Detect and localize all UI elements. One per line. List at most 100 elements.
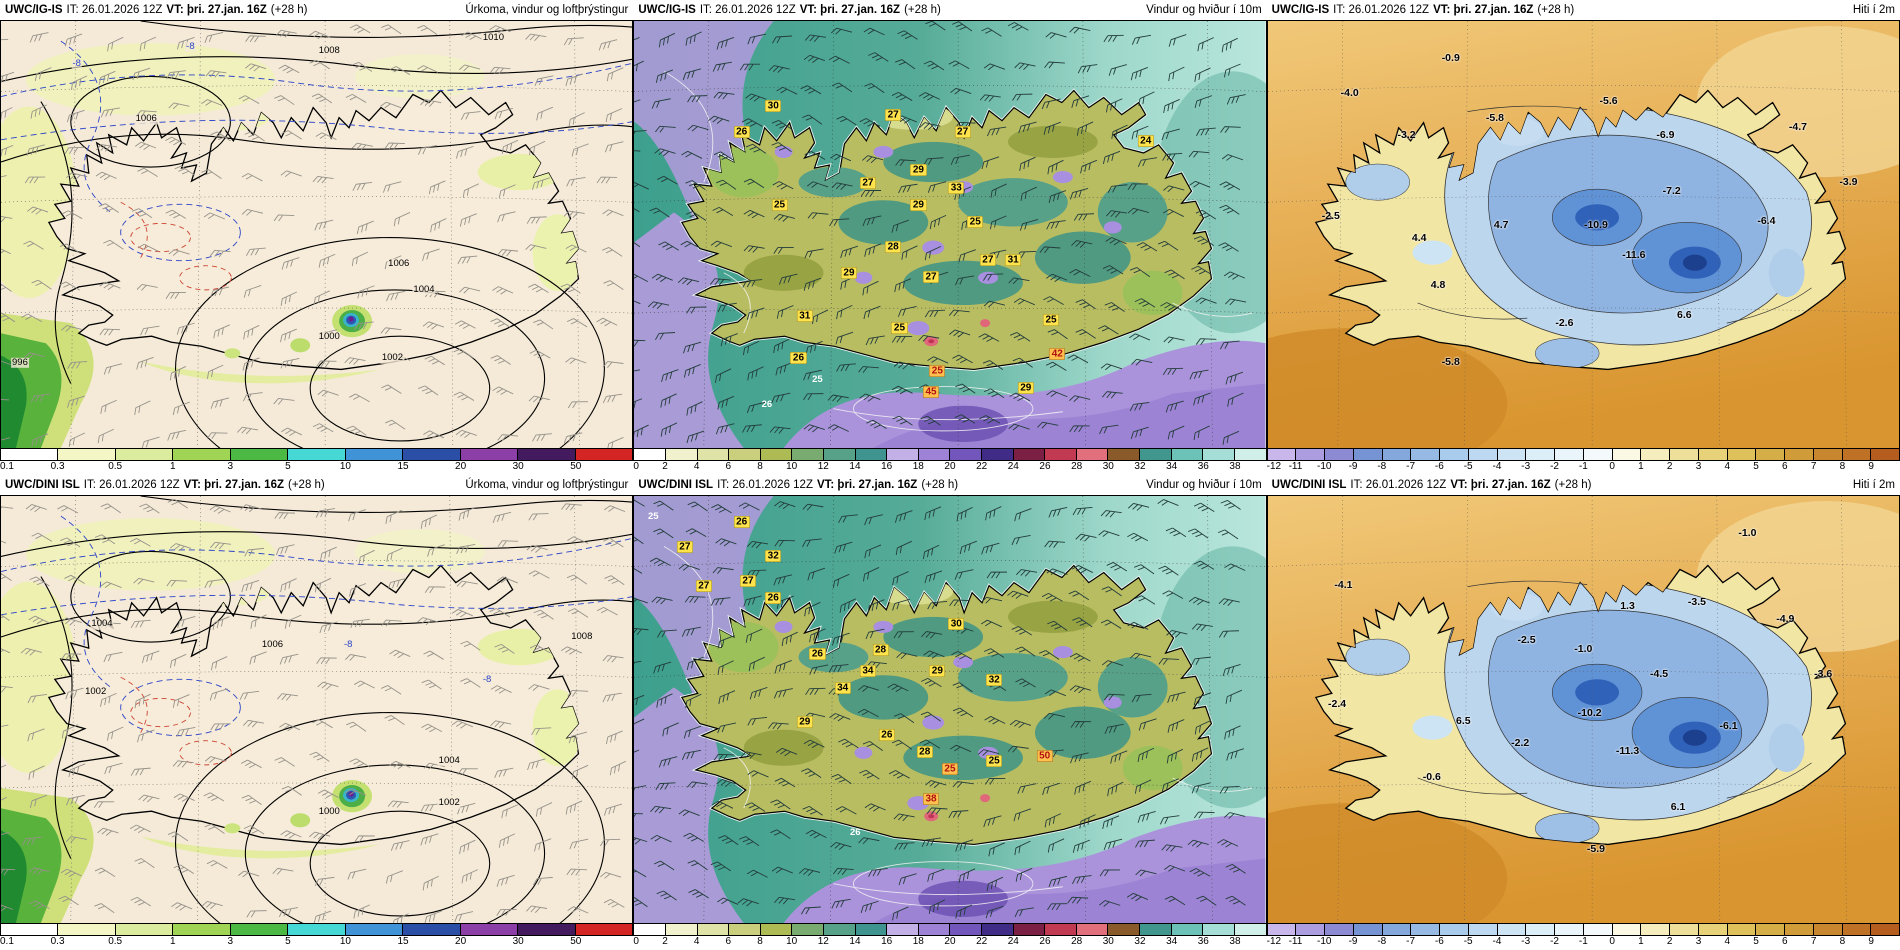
graticule (1, 21, 633, 448)
colorbar-tick: 5 (285, 936, 291, 947)
precip-maximum-spot (224, 779, 373, 834)
colorbar-ticks: 0 2 4 6 8 10 12 14 16 18 20 22 24 26 28 30 32 34 36 38 (633, 461, 1266, 474)
colorbar-segment (1, 924, 59, 935)
colorbar-segment (1468, 924, 1498, 935)
colorbar-segment (665, 449, 698, 460)
colorbar-segment (1670, 924, 1699, 935)
weather-map: 1004 1002 1006 -8 1008 -8 1004 1002 1000 (0, 495, 634, 923)
colorbar-segment (1670, 449, 1699, 460)
colorbar-tick: 7 (1810, 461, 1817, 472)
colorbar-gradient (1266, 923, 1900, 936)
colorbar-tick: 12 (817, 461, 829, 472)
colorbar-tick: -1 (1578, 461, 1588, 472)
colorbar-segment (1411, 449, 1441, 460)
colorbar-segment (729, 924, 761, 935)
temperature-map (1267, 21, 1899, 448)
colorbar-tick: 8 (1839, 936, 1846, 947)
colorbar-tick: -4 (1492, 936, 1502, 947)
colorbar-segment (1045, 924, 1077, 935)
colorbar-tick: 2 (1666, 936, 1673, 947)
colorbar-segment (1325, 449, 1354, 460)
colorbar-tick: -5 (1463, 936, 1473, 947)
colorbar-segment (1641, 449, 1671, 460)
colorbar-tick: 7 (1810, 936, 1817, 947)
colorbar-segment (1440, 449, 1469, 460)
panel-header: UWC/IG-IS IT: 26.01.2026 12Z VT: þri. 27.j… (1266, 0, 1900, 20)
colorbar: 0 2 4 6 8 10 12 14 16 18 20 22 24 26 28 30 32 34 36 38 (633, 448, 1267, 475)
colorbar-segment (1813, 449, 1843, 460)
graticule (1267, 496, 1899, 923)
colorbar-tick: 1 (169, 461, 176, 472)
colorbar-segment (460, 449, 519, 460)
colorbar-tick: 28 (1071, 936, 1083, 947)
precipitation-map (1, 21, 633, 448)
colorbar-segment (918, 924, 951, 935)
valid-time: VT: þri. 27.jan. 16Z (816, 479, 918, 491)
colorbar-tick: 0.5 (108, 461, 123, 472)
land-wind-patches (709, 578, 1183, 822)
init-time: IT: 26.01.2026 12Z (699, 4, 796, 16)
colorbar-tick: 36 (1197, 936, 1209, 947)
colorbar-segment (1140, 924, 1172, 935)
colorbar-segment (1756, 924, 1786, 935)
panel-title: Úrkoma, vindur og loftþrýstingur (465, 479, 629, 491)
colorbar-segment (230, 924, 289, 935)
colorbar-segment (1353, 449, 1383, 460)
colorbar-tick: 34 (1166, 461, 1178, 472)
colorbar-tick: -3 (1521, 936, 1531, 947)
colorbar-tick: 9 (1868, 461, 1874, 472)
colorbar-tick: -3 (1521, 461, 1531, 472)
colorbar-gradient (1266, 448, 1900, 461)
temp-contours (1417, 105, 1812, 324)
colorbar-segment (1013, 449, 1046, 460)
colorbar-segment (1382, 449, 1412, 460)
colorbar-segment (1171, 449, 1204, 460)
lead-time: (+28 h) (270, 4, 308, 16)
weather-map: -1.0 -4.1 1.3 -3.5 -4.9 -2.5 -1.0 -4.5 -3.6 -2.4 6… (1266, 495, 1900, 923)
panel-title: Hiti í 2m (1852, 4, 1895, 16)
colorbar-tick: 24 (1007, 936, 1019, 947)
temp-contours (1417, 580, 1812, 799)
weather-map: 30 26 27 27 24 29 33 27 25 29 25 28 27 31 29 27 31 25 25 26… (633, 20, 1267, 448)
colorbar-segment (1296, 449, 1326, 460)
colorbar-segment (1267, 449, 1297, 460)
valid-time: VT: þri. 27.jan. 16Z (183, 479, 284, 491)
colorbar-segment (288, 449, 346, 460)
isobars (1, 496, 633, 923)
colorbar-segment (1296, 924, 1326, 935)
colorbar-tick: 4 (1724, 461, 1731, 472)
panel-wind-dini: UWC/DINI ISL IT: 26.01.2026 12Z VT: þri. 2… (633, 475, 1267, 950)
colorbar-tick: 6 (1782, 936, 1788, 947)
colorbar-segment (1108, 924, 1141, 935)
valid-time: VT: þri. 27.jan. 16Z (1450, 479, 1551, 491)
colorbar-tick: -12 (1266, 936, 1282, 947)
model-name: UWC/IG-IS (1271, 4, 1330, 16)
colorbar-tick: 0 (1609, 461, 1615, 472)
colorbar-tick: 32 (1134, 936, 1146, 947)
colorbar-tick: -7 (1406, 936, 1416, 947)
panel-title: Vindur og hviður í 10m (1146, 4, 1262, 16)
colorbar-tick: 10 (339, 936, 351, 947)
colorbar-segment (697, 924, 730, 935)
colorbar-segment (887, 449, 919, 460)
colorbar-tick: 3 (1695, 936, 1702, 947)
colorbar-tick: 18 (912, 461, 924, 472)
colorbar-segment (1785, 449, 1814, 460)
colorbar-tick: 14 (849, 461, 861, 472)
colorbar-tick: 0 (633, 461, 639, 472)
colorbar-segment (1727, 449, 1757, 460)
colorbar-tick: 2 (662, 936, 668, 947)
colorbar-segment (173, 449, 231, 460)
colorbar-tick: 4 (693, 936, 700, 947)
colorbar-segment (1203, 449, 1235, 460)
panel-title: Úrkoma, vindur og loftþrýstingur (465, 4, 629, 16)
graticule (1267, 21, 1899, 448)
colorbar-tick: 24 (1007, 461, 1019, 472)
panel-run-info: UWC/DINI ISL IT: 26.01.2026 12Z VT: þri. 2… (5, 479, 329, 491)
colorbar-segment (173, 924, 231, 935)
lead-time: (+28 h) (1554, 479, 1592, 491)
colorbar-tick: -9 (1348, 936, 1358, 947)
colorbar-tick: 0 (1609, 936, 1615, 947)
model-name: UWC/DINI ISL (5, 479, 80, 491)
dashed-contours-red (120, 676, 232, 766)
